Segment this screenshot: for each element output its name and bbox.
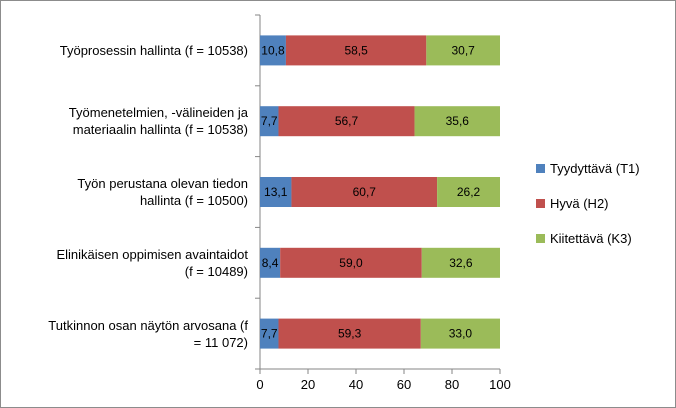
data-label-t1: 10,8 <box>261 43 285 57</box>
bar-segment-h2 <box>291 177 438 207</box>
category-label: Työn perustana olevan tiedon hallinta (f … <box>6 175 248 209</box>
legend-label-t1: Tyydyttävä (T1) <box>550 161 640 176</box>
category-label: Tutkinnon osan näytön arvosana (f = 11 07… <box>6 317 248 351</box>
data-label-h2: 56,7 <box>335 114 359 128</box>
category-label-line: materiaalin hallinta (f = 10538) <box>72 122 248 138</box>
x-tick-label: 60 <box>397 377 411 392</box>
x-tick-label: 100 <box>489 377 511 392</box>
bar-segment-h2 <box>278 106 415 137</box>
data-label-h2: 58,5 <box>344 43 368 57</box>
data-label-t1: 8,4 <box>262 256 279 270</box>
category-label-line: Työmenetelmien, -välineiden ja <box>68 105 248 121</box>
category-label: Elinikäisen oppimisen avaintaidot (f = 10… <box>6 246 248 280</box>
x-tick-label: 40 <box>349 377 363 392</box>
data-label-t1: 13,1 <box>264 185 288 199</box>
category-label-line: Tutkinnon osan näytön arvosana (f <box>48 317 248 333</box>
bar-segment-t1 <box>260 177 292 207</box>
bar-segment-t1 <box>260 247 281 278</box>
category-label-line: = 11 072) <box>193 334 248 350</box>
bar-segment-k3 <box>426 35 500 66</box>
legend-swatch-h2 <box>536 199 545 208</box>
bar-segment-k3 <box>421 247 500 278</box>
bar-segment-t1 <box>260 106 279 137</box>
data-label-k3: 33,0 <box>449 327 473 341</box>
legend-swatch-t1 <box>536 164 545 173</box>
data-label-k3: 26,2 <box>457 185 481 199</box>
bar-segment-k3 <box>420 318 500 349</box>
legend-swatch-k3 <box>536 234 545 243</box>
category-label: Työprosessin hallinta (f = 10538) <box>6 42 248 59</box>
data-label-t1: 7,7 <box>261 327 278 341</box>
bar-segment-k3 <box>437 177 500 207</box>
data-label-h2: 59,3 <box>338 327 362 341</box>
bar-segment-h2 <box>278 318 421 349</box>
x-tick-label: 80 <box>445 377 459 392</box>
legend-label-k3: Kiitettävä (K3) <box>550 231 632 246</box>
bar-segment-h2 <box>285 35 427 66</box>
bar-segment-h2 <box>280 247 422 278</box>
bar-segment-t1 <box>260 318 279 349</box>
x-tick-label: 20 <box>301 377 315 392</box>
category-label-line: hallinta (f = 10500) <box>139 193 248 208</box>
category-label-line: (f = 10489) <box>184 263 248 279</box>
data-label-k3: 32,6 <box>449 256 473 270</box>
data-label-h2: 60,7 <box>353 185 377 199</box>
data-label-h2: 59,0 <box>339 256 363 270</box>
category-label-line: Työprosessin hallinta (f = 10538) <box>59 42 248 58</box>
x-tick-label: 0 <box>256 377 263 392</box>
bar-segment-k3 <box>414 106 500 137</box>
data-label-k3: 35,6 <box>446 114 470 128</box>
category-label-line: Elinikäisen oppimisen avaintaidot <box>56 246 248 262</box>
bar-segment-t1 <box>260 35 286 66</box>
category-label: Työmenetelmien, -välineiden ja materiaali… <box>6 104 248 138</box>
data-label-k3: 30,7 <box>451 43 475 57</box>
data-label-t1: 7,7 <box>261 114 278 128</box>
legend-label-h2: Hyvä (H2) <box>550 196 609 211</box>
category-label-line: Työn perustana olevan tiedon <box>77 176 248 191</box>
